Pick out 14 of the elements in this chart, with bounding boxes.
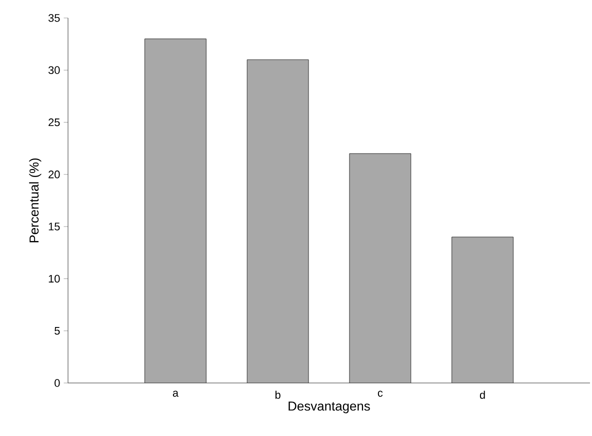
- x-tick-label: a: [172, 390, 179, 397]
- x-tick-label: c: [378, 390, 383, 397]
- y-tick-label: 5: [54, 327, 60, 335]
- y-axis-title: Percentual (%): [29, 158, 42, 242]
- x-axis-title: Desvantagens: [288, 402, 370, 414]
- y-tick-label: 35: [48, 14, 60, 22]
- y-tick-label: 25: [48, 118, 60, 126]
- y-tick-label: 10: [48, 274, 60, 283]
- y-tick-label: 0: [54, 379, 60, 387]
- y-tick-label: 30: [48, 66, 60, 74]
- x-tick-label: b: [275, 390, 280, 399]
- x-tick-label: d: [480, 390, 485, 399]
- y-tick-label: 20: [48, 170, 60, 178]
- y-tick-label: 15: [48, 222, 60, 230]
